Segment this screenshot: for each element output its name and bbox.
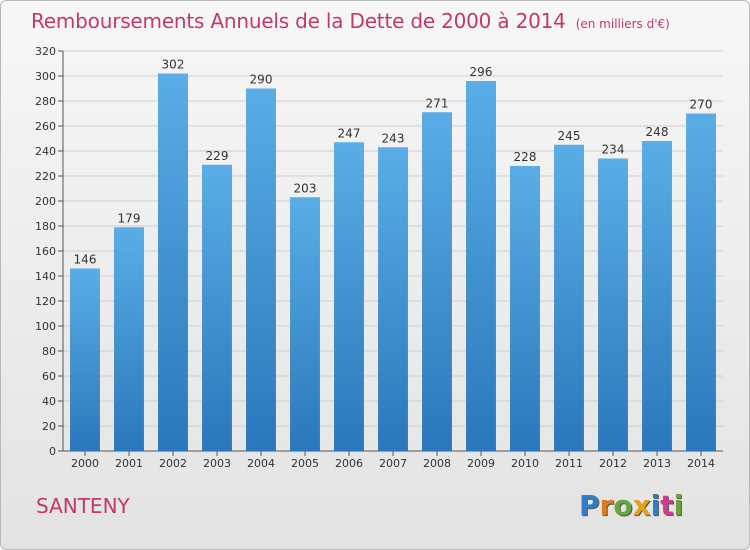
bar — [554, 144, 584, 451]
x-tick-label: 2010 — [511, 457, 539, 470]
bar — [378, 147, 408, 451]
bar — [202, 164, 232, 451]
commune-name: SANTENY — [36, 494, 130, 518]
y-tick-label: 60 — [42, 370, 56, 383]
bar-value-label: 228 — [514, 150, 537, 164]
x-tick-label: 2014 — [687, 457, 715, 470]
bar-value-label: 245 — [558, 129, 581, 143]
y-tick-label: 280 — [35, 95, 56, 108]
bar-value-label: 270 — [690, 98, 713, 112]
bars — [70, 73, 716, 451]
bar — [466, 81, 496, 451]
x-tick-label: 2011 — [555, 457, 583, 470]
y-tick-label: 120 — [35, 295, 56, 308]
x-tick-label: 2002 — [159, 457, 187, 470]
y-tick-label: 160 — [35, 245, 56, 258]
y-tick-label: 40 — [42, 395, 56, 408]
x-tick-label: 2004 — [247, 457, 275, 470]
x-tick-label: 2009 — [467, 457, 495, 470]
bar — [510, 166, 540, 451]
bar — [598, 158, 628, 451]
bar-value-label: 146 — [74, 253, 97, 267]
bar — [290, 197, 320, 451]
logo-letter: o — [613, 489, 633, 522]
y-tick-label: 80 — [42, 345, 56, 358]
x-tick-label: 2006 — [335, 457, 363, 470]
y-tick-label: 140 — [35, 270, 56, 283]
y-tick-label: 320 — [35, 45, 56, 58]
chart-title-row: Remboursements Annuels de la Dette de 20… — [31, 9, 670, 33]
bar-value-label: 179 — [118, 211, 141, 225]
bar-value-label: 302 — [162, 58, 185, 72]
y-tick-label: 260 — [35, 120, 56, 133]
bar-value-label: 203 — [294, 181, 317, 195]
bar — [422, 112, 452, 451]
logo-letter: i — [673, 489, 684, 522]
labels: 0 20 40 60 80 100 120 140 160 180 200 220 240 260 280 3… — [35, 45, 715, 470]
x-tick-label: 2000 — [71, 457, 99, 470]
y-tick-label: 180 — [35, 220, 56, 233]
logo-letter: r — [599, 489, 614, 522]
logo-letter: t — [660, 489, 674, 522]
bar — [114, 227, 144, 451]
x-tick-label: 2003 — [203, 457, 231, 470]
bar — [246, 88, 276, 451]
bar-value-label: 248 — [646, 125, 669, 139]
bar-value-label: 229 — [206, 149, 229, 163]
x-tick-label: 2001 — [115, 457, 143, 470]
bar — [642, 141, 672, 451]
bar — [334, 142, 364, 451]
bar-value-label: 247 — [338, 126, 361, 140]
y-tick-label: 100 — [35, 320, 56, 333]
logo-letter: P — [579, 489, 600, 522]
bar-value-label: 296 — [470, 65, 493, 79]
logo-letter: i — [650, 489, 661, 522]
y-tick-label: 0 — [49, 445, 56, 458]
x-tick-label: 2012 — [599, 457, 627, 470]
logo-letter: x — [632, 489, 651, 522]
bar-value-label: 243 — [382, 131, 405, 145]
y-tick-label: 200 — [35, 195, 56, 208]
y-tick-label: 20 — [42, 420, 56, 433]
x-tick-label: 2007 — [379, 457, 407, 470]
proxiti-logo[interactable]: Proxiti — [579, 489, 683, 522]
bar-value-label: 290 — [250, 73, 273, 87]
y-tick-label: 240 — [35, 145, 56, 158]
bar — [70, 268, 100, 451]
bar-value-label: 234 — [602, 143, 625, 157]
chart-title: Remboursements Annuels de la Dette de 20… — [31, 9, 566, 33]
x-tick-label: 2005 — [291, 457, 319, 470]
bar-value-label: 271 — [426, 96, 449, 110]
chart-subtitle: (en milliers d'€) — [575, 17, 670, 31]
bar — [158, 73, 188, 451]
y-tick-label: 300 — [35, 70, 56, 83]
bar — [686, 113, 716, 451]
y-tick-label: 220 — [35, 170, 56, 183]
x-tick-label: 2008 — [423, 457, 451, 470]
x-tick-label: 2013 — [643, 457, 671, 470]
